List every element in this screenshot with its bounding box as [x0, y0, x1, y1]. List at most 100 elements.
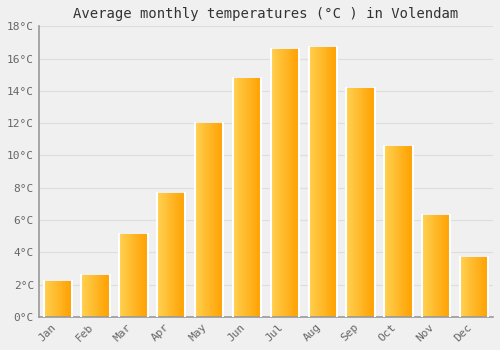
Bar	[424, 215, 425, 317]
Bar	[315, 47, 316, 317]
Bar	[298, 49, 299, 317]
Bar	[352, 88, 353, 317]
Bar	[332, 47, 333, 317]
Bar	[328, 47, 330, 317]
Bar	[174, 193, 175, 317]
Bar	[88, 275, 89, 317]
Bar	[200, 123, 202, 317]
Bar	[181, 193, 182, 317]
Bar	[402, 146, 403, 317]
Bar	[162, 193, 163, 317]
Bar	[139, 234, 140, 317]
Bar	[128, 234, 130, 317]
Bar	[486, 257, 488, 317]
Bar	[426, 215, 427, 317]
Bar	[348, 88, 349, 317]
Bar	[166, 193, 168, 317]
Bar	[210, 123, 211, 317]
Bar	[430, 215, 432, 317]
Bar	[122, 234, 123, 317]
Bar	[161, 193, 162, 317]
Bar	[398, 146, 400, 317]
Bar	[282, 49, 283, 317]
Bar	[60, 281, 62, 317]
Bar	[389, 146, 390, 317]
Bar	[50, 281, 51, 317]
Bar	[142, 234, 143, 317]
Bar	[130, 234, 132, 317]
Bar	[49, 281, 50, 317]
Bar	[145, 234, 146, 317]
Bar	[357, 88, 358, 317]
Bar	[106, 275, 107, 317]
Bar	[400, 146, 402, 317]
Bar	[53, 281, 54, 317]
Bar	[176, 193, 177, 317]
Bar	[138, 234, 139, 317]
Bar	[125, 234, 126, 317]
Bar	[123, 234, 124, 317]
Bar	[367, 88, 368, 317]
Bar	[372, 88, 373, 317]
Bar	[448, 215, 450, 317]
Bar	[202, 123, 203, 317]
Bar	[48, 281, 49, 317]
Bar	[87, 275, 88, 317]
Bar	[102, 275, 103, 317]
Bar	[222, 123, 224, 317]
Bar	[462, 257, 463, 317]
Bar	[85, 275, 86, 317]
Bar	[439, 215, 440, 317]
Bar	[403, 146, 404, 317]
Bar	[464, 257, 466, 317]
Bar	[197, 123, 198, 317]
Bar	[144, 234, 145, 317]
Bar	[436, 215, 437, 317]
Bar	[164, 193, 166, 317]
Bar	[355, 88, 356, 317]
Bar	[62, 281, 64, 317]
Bar	[387, 146, 388, 317]
Bar	[478, 257, 479, 317]
Bar	[51, 281, 52, 317]
Bar	[98, 275, 100, 317]
Bar	[351, 88, 352, 317]
Bar	[90, 275, 91, 317]
Bar	[470, 257, 472, 317]
Bar	[364, 88, 366, 317]
Bar	[371, 88, 372, 317]
Bar	[68, 281, 69, 317]
Bar	[410, 146, 412, 317]
Bar	[89, 275, 90, 317]
Bar	[180, 193, 181, 317]
Bar	[215, 123, 216, 317]
Bar	[481, 257, 482, 317]
Bar	[136, 234, 137, 317]
Bar	[274, 49, 276, 317]
Bar	[54, 281, 55, 317]
Bar	[475, 257, 476, 317]
Bar	[69, 281, 70, 317]
Bar	[214, 123, 215, 317]
Bar	[438, 215, 439, 317]
Bar	[250, 78, 251, 317]
Bar	[121, 234, 122, 317]
Bar	[247, 78, 248, 317]
Bar	[409, 146, 410, 317]
Bar	[482, 257, 484, 317]
Bar	[96, 275, 98, 317]
Bar	[320, 47, 321, 317]
Bar	[477, 257, 478, 317]
Bar	[159, 193, 160, 317]
Bar	[70, 281, 71, 317]
Bar	[394, 146, 396, 317]
Bar	[212, 123, 213, 317]
Bar	[137, 234, 138, 317]
Bar	[354, 88, 355, 317]
Bar	[326, 47, 328, 317]
Bar	[252, 78, 254, 317]
Bar	[324, 47, 326, 317]
Bar	[331, 47, 332, 317]
Bar	[242, 78, 243, 317]
Bar	[182, 193, 184, 317]
